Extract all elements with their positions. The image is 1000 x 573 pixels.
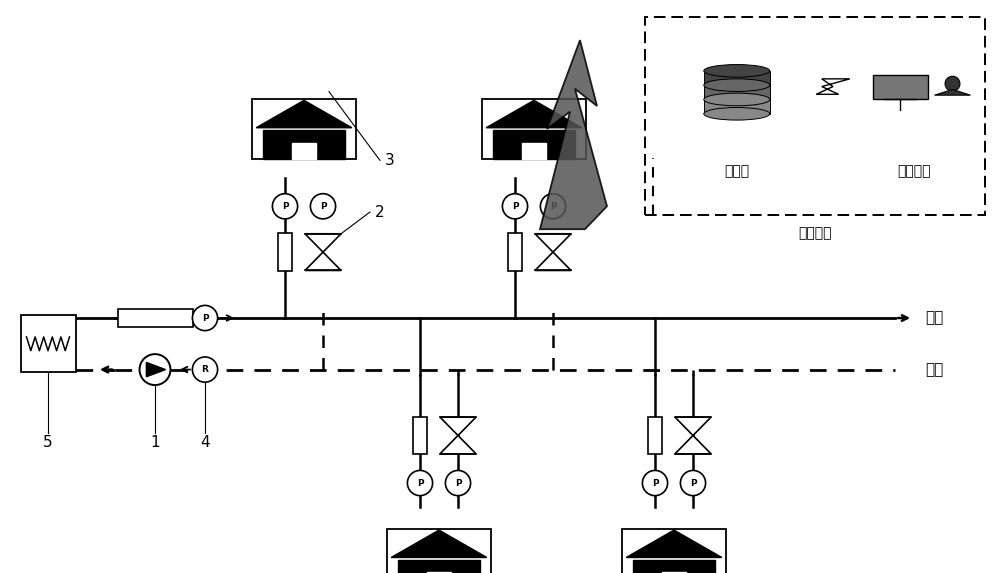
Bar [633, 560, 715, 573]
Bar [278, 234, 292, 270]
Bar [662, 572, 686, 573]
Ellipse shape [140, 354, 170, 385]
Ellipse shape [680, 470, 706, 496]
Ellipse shape [445, 470, 471, 496]
Polygon shape [486, 100, 582, 128]
Bar [648, 417, 662, 454]
Bar [252, 99, 356, 159]
Polygon shape [816, 79, 850, 95]
Polygon shape [440, 417, 476, 435]
Ellipse shape [407, 470, 433, 496]
Polygon shape [146, 362, 166, 377]
Ellipse shape [642, 470, 668, 496]
Text: P: P [690, 478, 696, 488]
Text: 3: 3 [385, 153, 395, 168]
Polygon shape [305, 234, 341, 252]
Polygon shape [391, 530, 487, 558]
Bar [645, 17, 985, 215]
Ellipse shape [272, 194, 298, 219]
Ellipse shape [704, 65, 770, 77]
Bar [493, 130, 575, 159]
Text: P: P [455, 478, 461, 488]
Text: P: P [320, 202, 326, 211]
Bar [508, 234, 522, 270]
Bar [427, 572, 451, 573]
Bar [20, 315, 76, 372]
Polygon shape [934, 89, 970, 95]
Text: 回水: 回水 [925, 362, 943, 377]
Ellipse shape [310, 194, 336, 219]
Polygon shape [540, 40, 607, 229]
Bar [387, 529, 491, 573]
Bar [522, 143, 546, 159]
Bar [704, 71, 770, 85]
Polygon shape [675, 435, 711, 454]
Ellipse shape [945, 76, 960, 91]
Ellipse shape [704, 93, 770, 106]
Polygon shape [675, 417, 711, 435]
Ellipse shape [704, 79, 770, 92]
Ellipse shape [704, 108, 770, 120]
Ellipse shape [192, 305, 218, 331]
Text: R: R [202, 365, 208, 374]
Polygon shape [440, 435, 476, 454]
Text: P: P [282, 202, 288, 211]
Text: 1: 1 [150, 435, 160, 450]
Ellipse shape [192, 357, 218, 382]
Bar [704, 85, 770, 100]
Bar [872, 75, 928, 100]
Bar [413, 417, 427, 454]
Bar [118, 309, 192, 327]
Polygon shape [535, 252, 571, 270]
Text: P: P [417, 478, 423, 488]
Text: 监控平台: 监控平台 [798, 226, 832, 240]
Text: 4: 4 [200, 435, 210, 450]
Bar [398, 560, 480, 573]
Polygon shape [535, 234, 571, 252]
Text: 2: 2 [375, 205, 385, 219]
Bar [482, 99, 586, 159]
Text: P: P [512, 202, 518, 211]
Bar [263, 130, 345, 159]
Ellipse shape [502, 194, 528, 219]
Ellipse shape [540, 194, 566, 219]
Polygon shape [256, 100, 352, 128]
Text: P: P [652, 478, 658, 488]
Text: 供水: 供水 [925, 311, 943, 325]
Text: 5: 5 [43, 435, 53, 450]
Text: P: P [202, 313, 208, 323]
Text: 显示终端: 显示终端 [897, 164, 930, 178]
Bar [622, 529, 726, 573]
Bar [704, 100, 770, 114]
Polygon shape [626, 530, 722, 558]
Text: 服务器: 服务器 [724, 164, 749, 178]
Bar [292, 143, 316, 159]
Text: P: P [550, 202, 556, 211]
Polygon shape [305, 252, 341, 270]
